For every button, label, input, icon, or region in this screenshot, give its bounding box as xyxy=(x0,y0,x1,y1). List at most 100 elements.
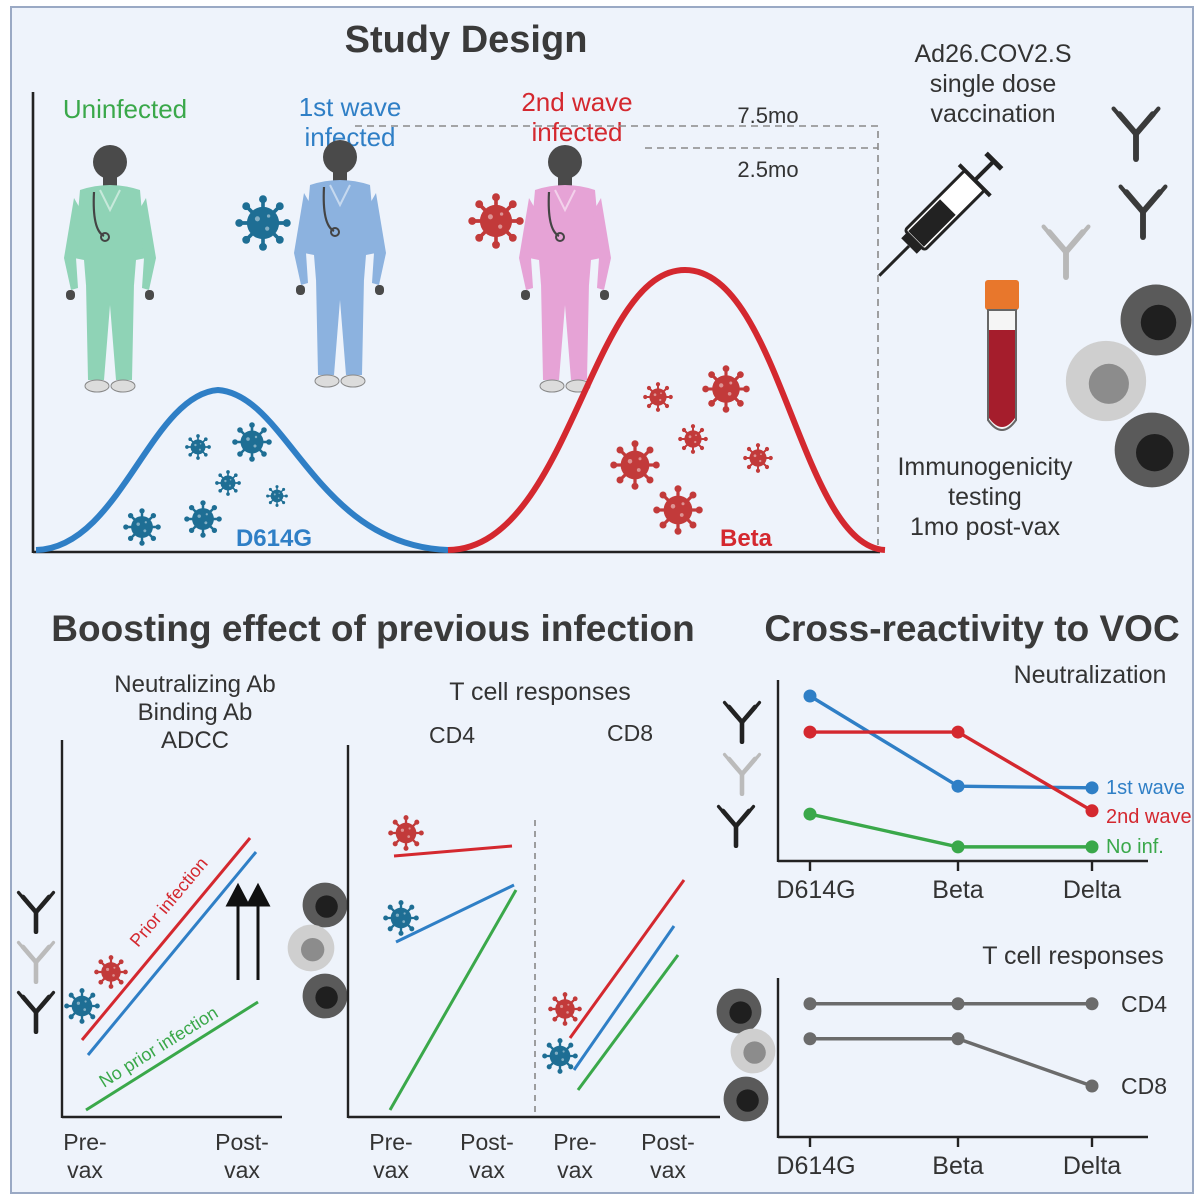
first-wave-label-line1: 1st wave xyxy=(299,92,402,122)
neutralization-title: Neutralization xyxy=(1014,661,1167,689)
neut-data-point xyxy=(1085,781,1099,795)
beta-wave-label: Beta xyxy=(720,525,773,552)
cd4-d614g-virus-icon xyxy=(383,900,419,936)
tcell-data-point xyxy=(951,1032,965,1046)
cross-reactivity-title: Cross-reactivity to VOC xyxy=(764,608,1179,649)
tcell-x-tick-label: Beta xyxy=(932,1152,984,1180)
neut-data-point xyxy=(803,807,817,821)
boost-up-arrows xyxy=(225,882,271,980)
neut-data-point xyxy=(1085,804,1099,818)
second-wave-label-line1: 2nd wave xyxy=(521,87,632,117)
cd8-pre-vax-label-line2: vax xyxy=(557,1157,593,1183)
neut-data-point xyxy=(951,840,965,854)
cd4-beta-virus-icon xyxy=(388,815,424,851)
post-vax-label-line1: Post- xyxy=(215,1129,269,1155)
interval-brackets xyxy=(355,125,879,545)
cd8-uninfected-line xyxy=(576,954,680,1091)
neut-series-label: 2nd wave xyxy=(1106,806,1192,828)
cd8-post-vax-label-line1: Post- xyxy=(641,1129,695,1155)
boost-cd4-label: CD4 xyxy=(429,722,475,748)
second-wave-worker-figure xyxy=(517,143,613,394)
neutralization-chart: D614G Beta Delta 1st wave 2nd wave No inf. xyxy=(776,689,1192,904)
tcell-data-point xyxy=(951,997,965,1011)
neut-data-point xyxy=(951,779,965,793)
second-wave-label-line2: infected xyxy=(531,117,622,147)
d614g-virus-icon xyxy=(235,195,291,251)
neut-data-point xyxy=(1085,840,1099,854)
panel1-d614g-virus-icon xyxy=(64,988,100,1024)
tcell-icons-top xyxy=(1065,284,1192,488)
neutralizing-ab-label: Neutralizing Ab xyxy=(114,671,275,698)
blood-tube-icon xyxy=(985,280,1019,431)
cd4-pre-vax-label-line2: vax xyxy=(373,1157,409,1183)
neut-series-line xyxy=(810,730,1093,813)
cd4-uninfected-line xyxy=(388,889,518,1111)
cd4-post-vax-label-line1: Post- xyxy=(460,1129,514,1155)
cross-tcell-chart: D614G Beta Delta CD4 CD8 xyxy=(776,991,1167,1180)
cross-tcell-title: T cell responses xyxy=(982,942,1164,970)
testing-label-line3: 1mo post-vax xyxy=(910,513,1061,541)
pre-vax-label-line2: vax xyxy=(67,1157,103,1183)
boost-tcell-title: T cell responses xyxy=(449,678,631,706)
tcell-data-point xyxy=(803,997,817,1011)
antibody-icons-cross xyxy=(719,703,760,846)
no-prior-infection-line xyxy=(85,1000,259,1112)
cd8-second-wave-line xyxy=(568,879,686,1039)
neut-series-label: No inf. xyxy=(1106,836,1164,858)
binding-ab-label: Binding Ab xyxy=(138,699,253,726)
boost-x-labels: Pre- vax Post- vax Pre- vax Post- vax Pr… xyxy=(63,1129,695,1183)
study-design-title: Study Design xyxy=(345,19,588,61)
short-interval-label: 2.5mo xyxy=(737,157,798,182)
tcell-x-tick-label: Delta xyxy=(1063,1152,1121,1180)
cd8-first-wave-line xyxy=(572,925,676,1071)
d614g-wave-label: D614G xyxy=(236,525,312,552)
prior-infection-red-line xyxy=(80,837,252,1041)
cd4-pre-vax-label-line1: Pre- xyxy=(369,1129,412,1155)
neut-data-point xyxy=(803,725,817,739)
neut-series-line xyxy=(809,812,1092,849)
cd4-post-vax-label-line2: vax xyxy=(469,1157,505,1183)
neut-data-point xyxy=(951,725,965,739)
prior-infection-blue-line xyxy=(86,851,258,1056)
tcell-data-point xyxy=(1085,997,1099,1011)
first-wave-worker-figure xyxy=(292,138,388,389)
cd8-d614g-virus-icon xyxy=(542,1038,578,1074)
cd4-second-wave-line xyxy=(393,844,513,858)
cd8-pre-vax-label-line1: Pre- xyxy=(553,1129,596,1155)
testing-label-line2: testing xyxy=(948,483,1022,511)
boost-axes xyxy=(60,740,720,1119)
beta-virus-cluster xyxy=(610,365,773,535)
cd4-first-wave-line xyxy=(395,883,515,944)
tcell-series-label: CD4 xyxy=(1121,991,1167,1017)
adcc-label: ADCC xyxy=(161,727,229,754)
tcell-x-tick-label: D614G xyxy=(776,1152,855,1180)
pre-vax-label-line1: Pre- xyxy=(63,1129,106,1155)
antibody-icons-boost xyxy=(19,893,54,1032)
boost-cd8-label: CD8 xyxy=(607,720,653,746)
no-prior-infection-label: No prior infection xyxy=(96,1002,222,1091)
vaccine-label-line1: Ad26.COV2.S xyxy=(914,40,1071,68)
second-wave-curve xyxy=(447,266,886,553)
cross-axes xyxy=(776,680,1148,1139)
syringe-icon xyxy=(878,151,1004,277)
cd8-beta-virus-icon xyxy=(548,992,582,1026)
tcell-series-label: CD8 xyxy=(1121,1073,1167,1099)
neut-x-tick-label: Delta xyxy=(1063,876,1121,904)
antibody-icons-top xyxy=(1044,109,1166,277)
neut-x-tick-label: Beta xyxy=(932,876,984,904)
long-interval-label: 7.5mo xyxy=(737,103,798,128)
tcell-data-point xyxy=(803,1032,817,1046)
neut-series-label: 1st wave xyxy=(1106,777,1185,799)
testing-label-line1: Immunogenicity xyxy=(897,453,1073,481)
vaccine-label-line3: vaccination xyxy=(930,100,1055,128)
panel1-beta-virus-icon xyxy=(94,955,128,989)
tcell-series-line xyxy=(810,1037,1093,1088)
uninfected-worker-figure xyxy=(62,143,158,394)
vaccine-label-line2: single dose xyxy=(930,70,1056,98)
neut-series-line xyxy=(809,694,1093,790)
tcell-icons-cross xyxy=(716,988,776,1122)
first-wave-curve xyxy=(35,386,449,553)
tcell-icons-boost xyxy=(287,882,348,1019)
